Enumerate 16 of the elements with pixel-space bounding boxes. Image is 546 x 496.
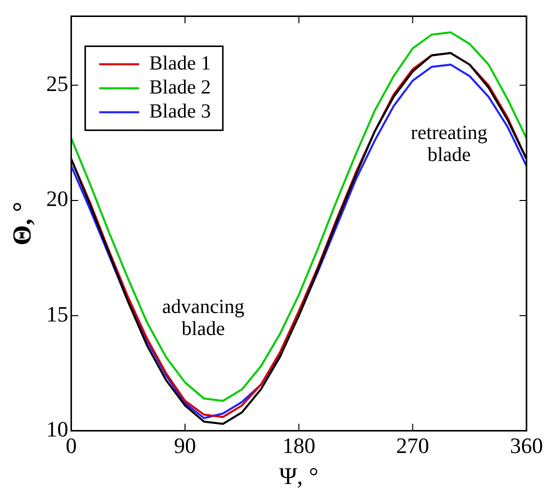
x-tick-label: 0 [66,432,77,458]
annotation: advancing blade [162,296,244,340]
x-tick-label: 180 [282,432,316,458]
y-tick-label: 20 [46,186,68,212]
legend-label: Blade 2 [149,76,211,98]
y-axis-title: Θ, ° [7,202,36,246]
y-tick-label: 15 [46,301,68,326]
y-tick-label: 25 [46,71,68,96]
legend-label: Blade 1 [149,52,211,74]
legend-label: Blade 3 [149,100,211,122]
x-tick-label: 360 [510,432,543,458]
y-tick-label: 10 [46,416,68,442]
x-tick-label: 270 [396,432,430,458]
annotation: retreating blade [410,122,488,166]
x-axis-title: Ψ, ° [279,464,319,490]
x-tick-label: 90 [174,432,196,458]
